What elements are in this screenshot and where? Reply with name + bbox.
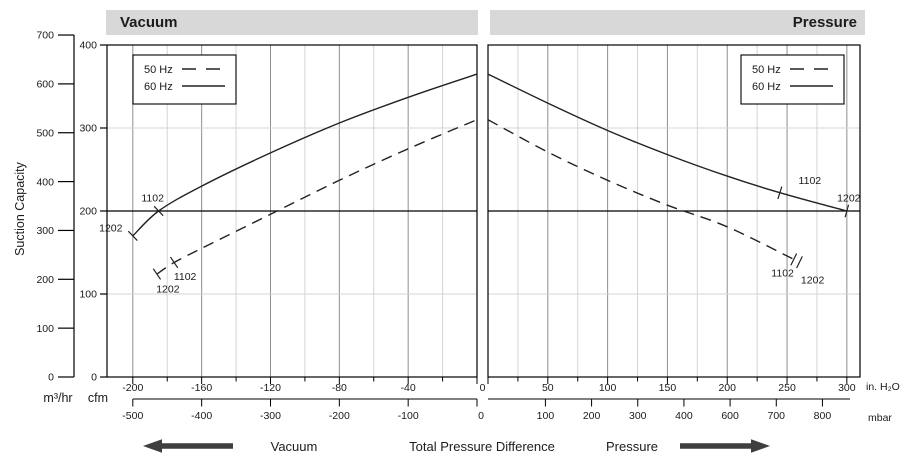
x-axis-primary-tick-label: 300 [838,382,856,394]
model-label-1202: 1202 [99,222,123,234]
mbar-tick-label: -500 [122,410,143,422]
plot-border-vacuum [106,44,478,378]
curve-end-tick [153,205,164,217]
footer-pressure-label: Pressure [605,439,659,454]
y-axis-title: Suction Capacity [13,162,27,256]
footer-total-pressure-difference-label: Total Pressure Difference [409,439,555,454]
mbar-tick-label: -200 [329,410,350,422]
mbar-tick-label: -300 [260,410,281,422]
curve-end-tick [796,256,803,269]
model-label-1102: 1102 [141,193,164,205]
y-axis-secondary-tick-label: 400 [79,40,97,52]
y-axis-primary-tick-label: 700 [36,30,54,42]
vacuum-direction-arrow [143,439,233,453]
vacuum-title: Vacuum [120,14,178,31]
mbar-tick-label: -100 [398,410,419,422]
model-label-1102: 1102 [174,271,197,283]
curve-end-tick [152,268,162,280]
curve-end-tick [777,186,783,200]
mbar-tick-label: 800 [814,410,832,422]
x-axis-shared-zero-primary: 0 [480,382,486,394]
model-label-1202: 1202 [801,274,825,286]
x-axis-primary-tick-label: 200 [718,382,736,394]
y-axis-primary-tick-label: 400 [36,176,54,188]
legend-label-dashed: 50 Hz [144,64,173,76]
y-axis-primary-tick-label: 500 [36,127,54,139]
x-axis-primary-tick-label: 250 [778,382,796,394]
curve-50hz-vacuum [156,119,478,275]
model-label-1102: 1102 [799,175,822,187]
mbar-tick-label: 700 [768,410,786,422]
legend-box-vacuum [132,54,237,105]
x-axis-primary-tick-label: 100 [599,382,617,394]
mbar-tick-label: 600 [721,410,739,422]
y-axis-secondary-tick-label: 100 [79,289,97,301]
curve-50hz-pressure [487,119,797,262]
model-label-1202: 1202 [156,284,180,296]
footer-vacuum-label: Vacuum [270,439,318,454]
curve-end-tick [127,230,138,241]
y-axis-primary-tick-label: 300 [36,225,54,237]
x-axis-primary-tick-label: -120 [260,382,281,394]
pressure-title-band: Pressure [490,10,865,35]
y-axis-primary-tick-label: 0 [48,372,54,384]
x-axis-primary-tick-label: 50 [542,382,554,394]
mbar-tick-label: 100 [537,410,555,422]
pressure-title: Pressure [792,14,857,31]
vacuum-title-band: Vacuum [106,10,478,35]
y-axis-primary-tick-label: 200 [36,274,54,286]
curve-end-tick [169,256,179,269]
x-axis-shared-zero-secondary: 0 [478,410,484,422]
x-axis-primary-tick-label: -160 [191,382,212,394]
y-axis-primary-tick-label: 600 [36,79,54,91]
x-axis-primary-unit-label: in. H₂O [866,381,900,393]
model-label-1102: 1102 [771,267,794,279]
plot-border-pressure [487,44,861,378]
x-axis-secondary-unit-label: mbar [868,412,892,424]
y-axis-primary-tick-label: 100 [36,323,54,335]
y-axis-secondary-tick-label: 0 [91,372,97,384]
x-axis-primary-tick-label: -80 [332,382,347,394]
legend-label-dashed: 50 Hz [752,64,781,76]
x-axis-primary-tick-label: 150 [659,382,677,394]
curve-end-tick [844,204,850,218]
mbar-tick-label: 400 [675,410,693,422]
y-axis-secondary-tick-label: 200 [79,206,97,218]
legend-label-solid: 60 Hz [752,81,781,93]
legend-box-pressure [740,54,845,105]
x-axis-primary-tick-label: -40 [401,382,416,394]
model-label-1202: 1202 [837,193,861,205]
pressure-direction-arrow [680,439,770,453]
x-axis-primary-tick-label: -200 [122,382,143,394]
y-axis-primary-unit-label: m³/hr [43,391,73,405]
y-axis-secondary-tick-label: 300 [79,123,97,135]
mbar-tick-label: 300 [629,410,647,422]
legend-label-solid: 60 Hz [144,81,173,93]
y-axis-secondary-unit-label: cfm [87,391,109,405]
curve-end-tick [790,253,798,266]
mbar-tick-label: 200 [583,410,601,422]
mbar-tick-label: -400 [191,410,212,422]
